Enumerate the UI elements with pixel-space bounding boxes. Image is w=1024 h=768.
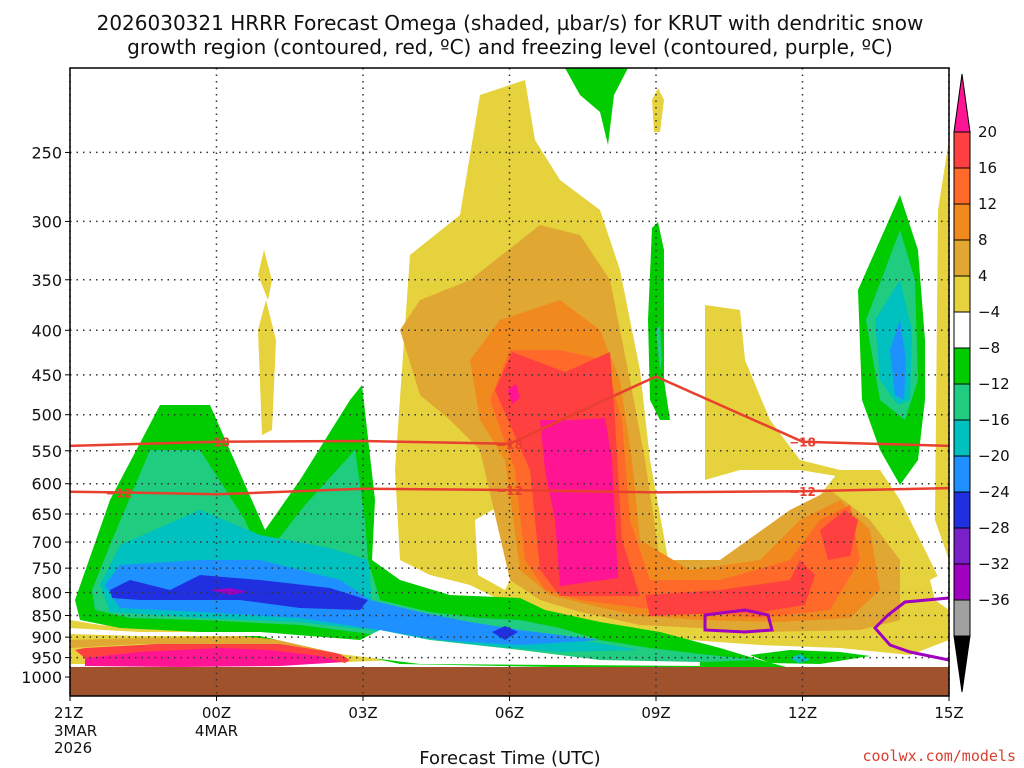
- y-tick-label: 1000: [21, 668, 62, 687]
- y-tick-label: 250: [31, 143, 62, 162]
- y-tick-label: 500: [31, 406, 62, 425]
- y-tick-label: 350: [31, 271, 62, 290]
- omega-region-white-right-corner: [930, 570, 949, 610]
- freezing-level-contours: [703, 596, 949, 662]
- colorbar-tick-label: −36: [978, 591, 1010, 609]
- y-tick-label: 850: [31, 607, 62, 626]
- contour-label: −18: [203, 436, 230, 450]
- omega-region-yellow-plume2: [258, 300, 276, 435]
- omega-region-red-low: [645, 560, 815, 616]
- colorbar-swatch: [953, 419, 971, 457]
- omega-region-yellow-plume1: [258, 250, 272, 300]
- y-tick-label: 300: [31, 212, 62, 231]
- x-tick-sublabel: 2026: [54, 739, 92, 757]
- y-tick-label: 800: [31, 584, 62, 603]
- colorbar-tick-label: −12: [978, 375, 1010, 393]
- x-tick-sublabel: 3MAR: [54, 722, 97, 740]
- y-tick-label: 900: [31, 628, 62, 647]
- colorbar-swatch: [953, 455, 971, 493]
- colorbar-swatch: [953, 527, 971, 565]
- contour-label: −18: [789, 436, 816, 450]
- dgz-contour-line: [69, 486, 950, 496]
- contour-label: −12: [789, 485, 816, 499]
- colorbar-tick-label: 12: [978, 195, 997, 213]
- chart-title-line2: growth region (contoured, red, ºC) and f…: [127, 35, 893, 59]
- x-tick-sublabel: 4MAR: [195, 722, 238, 740]
- colorbar-swatch: [953, 563, 971, 601]
- colorbar-tick-label: −16: [978, 411, 1010, 429]
- omega-region-cyan-bottom-right: [790, 654, 810, 663]
- colorbar-tick-label: −4: [978, 303, 1000, 321]
- colorbar-top-triangle: [953, 73, 971, 133]
- y-tick-label: 450: [31, 366, 62, 385]
- omega-region-red-right: [820, 510, 858, 560]
- omega-region-teal-streak: [656, 325, 662, 372]
- omega-shading: [70, 68, 949, 668]
- colorbar: 20 16 12 8 4 −4 −8 −12 −16 −20 −24 −28 −32 −36: [953, 73, 1010, 693]
- x-axis-label: Forecast Time (UTC): [419, 748, 600, 768]
- chart-title-line1: 2026030321 HRRR Forecast Omega (shaded, …: [97, 11, 924, 35]
- x-tick-label: 09Z: [641, 704, 670, 722]
- x-tick-label: 12Z: [788, 704, 817, 722]
- colorbar-tick-label: 20: [978, 123, 997, 141]
- colorbar-tick-label: −24: [978, 483, 1010, 501]
- omega-region-dark-blue-dot: [492, 626, 518, 640]
- colorbar-swatch: [953, 599, 971, 637]
- x-tick-label: 03Z: [348, 704, 377, 722]
- y-tick-label: 600: [31, 475, 62, 494]
- dgz-contour-line: [69, 375, 950, 448]
- colorbar-tick-label: −32: [978, 555, 1010, 573]
- omega-region-yellow-dot: [652, 88, 664, 132]
- omega-region-violet-streak: [210, 588, 248, 595]
- omega-region-green-streak: [648, 222, 670, 420]
- y-tick-label: 400: [31, 321, 62, 340]
- omega-region-red-low2: [75, 640, 350, 663]
- freezing-level-loop: [703, 608, 774, 634]
- colorbar-swatch: [953, 347, 971, 385]
- y-axis: 250 300 350 400 450 500 550 600 650 700 750 800 850 9…: [21, 143, 70, 687]
- credit-text: coolwx.com/models: [862, 747, 1016, 765]
- freezing-level-right: [872, 596, 949, 662]
- colorbar-tick-label: 8: [978, 231, 988, 249]
- y-tick-label: 700: [31, 533, 62, 552]
- ground-surface: [70, 667, 949, 696]
- y-tick-label: 750: [31, 559, 62, 578]
- colorbar-swatch: [953, 491, 971, 529]
- omega-region-white-surface-band: [70, 628, 700, 666]
- colorbar-swatch: [953, 239, 971, 277]
- colorbar-tick-label: −8: [978, 339, 1000, 357]
- omega-region-magenta-dot: [508, 384, 520, 404]
- colorbar-tick-label: −28: [978, 519, 1010, 537]
- x-tick-label: 15Z: [934, 704, 963, 722]
- x-tick-label: 06Z: [495, 704, 524, 722]
- colorbar-tick-label: 4: [978, 267, 988, 285]
- colorbar-swatch: [953, 383, 971, 421]
- omega-region-cyan-main: [100, 510, 640, 652]
- contour-label: −18: [496, 438, 523, 452]
- colorbar-bottom-triangle: [953, 635, 971, 693]
- colorbar-tick-label: 16: [978, 159, 997, 177]
- omega-region-green-top: [565, 68, 628, 145]
- y-tick-label: 950: [31, 649, 62, 668]
- colorbar-swatch: [953, 167, 971, 205]
- x-tick-label: 21Z: [54, 704, 83, 722]
- x-tick-label: 00Z: [202, 704, 231, 722]
- colorbar-swatch: [953, 203, 971, 241]
- colorbar-swatch: [953, 131, 971, 169]
- colorbar-swatch: [953, 275, 971, 313]
- dgz-contours: −18 −18 −18 −12 −12 −12: [69, 375, 950, 500]
- omega-region-magenta: [540, 418, 618, 586]
- contour-label: −12: [496, 484, 523, 498]
- contour-label: −12: [105, 486, 132, 500]
- omega-region-blue-right: [890, 320, 906, 400]
- omega-region-green-bottom-right: [750, 650, 870, 664]
- y-tick-label: 650: [31, 505, 62, 524]
- colorbar-tick-label: −20: [978, 447, 1010, 465]
- colorbar-swatch: [953, 311, 971, 349]
- y-tick-label: 550: [31, 442, 62, 461]
- omega-region-yellow-edge: [935, 140, 949, 560]
